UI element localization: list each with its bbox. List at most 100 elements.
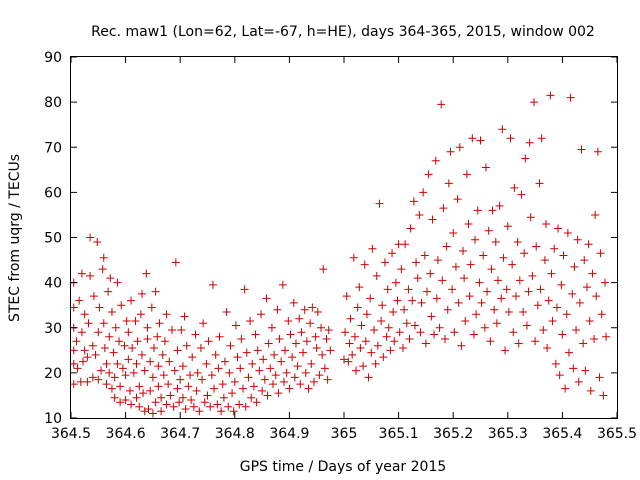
data-point: [104, 287, 113, 296]
data-point: [151, 398, 160, 407]
data-point: [86, 233, 95, 242]
data-point: [572, 326, 581, 335]
data-point: [579, 339, 588, 348]
data-point: [311, 332, 320, 341]
data-point: [497, 294, 506, 303]
data-point: [220, 357, 229, 366]
data-point: [493, 276, 502, 285]
data-point: [577, 145, 586, 154]
data-point: [349, 253, 358, 262]
data-point: [342, 292, 351, 301]
y-tick-label: 90: [44, 50, 62, 66]
data-point: [476, 136, 485, 145]
data-point: [341, 328, 350, 337]
data-point: [304, 384, 313, 393]
data-point: [178, 362, 187, 371]
data-point: [198, 375, 207, 384]
data-point: [267, 323, 276, 332]
data-point: [471, 235, 480, 244]
data-point: [464, 219, 473, 228]
data-point: [105, 368, 114, 377]
data-point: [204, 337, 213, 346]
data-point: [539, 326, 548, 335]
data-point: [597, 310, 606, 319]
data-point: [80, 346, 89, 355]
y-tick-labels: 10 20 30 40 50 60 70 80 90: [44, 50, 62, 427]
data-point: [73, 364, 82, 373]
data-point: [573, 235, 582, 244]
data-point: [139, 389, 148, 398]
data-point: [107, 384, 116, 393]
data-point: [80, 310, 89, 319]
data-point: [469, 330, 478, 339]
data-point: [286, 330, 295, 339]
x-tick-label: 365.3: [488, 426, 528, 442]
data-point: [186, 371, 195, 380]
x-tick-label: 364.8: [215, 426, 255, 442]
data-point: [153, 332, 162, 341]
data-point: [492, 319, 501, 328]
data-point: [191, 330, 200, 339]
data-point: [360, 260, 369, 269]
data-point: [401, 240, 410, 249]
data-point: [320, 364, 329, 373]
data-point: [368, 244, 377, 253]
data-point: [526, 213, 535, 222]
data-point: [146, 357, 155, 366]
data-point: [498, 125, 507, 134]
data-point: [536, 285, 545, 294]
data-point: [346, 314, 355, 323]
data-point: [370, 326, 379, 335]
data-point: [561, 384, 570, 393]
data-point: [113, 278, 122, 287]
data-point: [154, 382, 163, 391]
data-point: [102, 380, 111, 389]
data-point: [446, 147, 455, 156]
data-point: [120, 341, 129, 350]
data-point: [148, 409, 157, 418]
data-point: [151, 287, 160, 296]
data-point: [148, 373, 157, 382]
x-tick-label: 365.2: [433, 426, 473, 442]
data-point: [386, 346, 395, 355]
data-point: [302, 337, 311, 346]
data-point: [490, 305, 499, 314]
data-point: [97, 366, 106, 375]
data-point: [543, 344, 552, 353]
data-point: [110, 373, 119, 382]
data-point: [306, 319, 315, 328]
data-point: [390, 337, 399, 346]
data-point: [473, 206, 482, 215]
data-point: [95, 303, 104, 312]
data-point: [249, 382, 258, 391]
data-point: [366, 294, 375, 303]
data-point: [291, 339, 300, 348]
data-point: [388, 249, 397, 258]
data-point: [255, 366, 264, 375]
data-point: [307, 359, 316, 368]
data-point: [231, 321, 240, 330]
data-point: [236, 364, 245, 373]
data-point: [352, 366, 361, 375]
x-tick-label: 365.1: [379, 426, 419, 442]
data-point: [285, 384, 294, 393]
data-point: [113, 359, 122, 368]
data-point: [520, 249, 529, 258]
data-point: [515, 276, 524, 285]
data-point: [582, 283, 591, 292]
data-point: [273, 305, 282, 314]
data-point: [157, 393, 166, 402]
data-point: [548, 316, 557, 325]
data-point: [210, 384, 219, 393]
data-point: [88, 341, 97, 350]
data-point: [106, 274, 115, 283]
data-point: [427, 312, 436, 321]
data-point: [69, 380, 78, 389]
data-point: [580, 256, 589, 265]
data-point: [116, 398, 125, 407]
data-point: [437, 100, 446, 109]
data-point: [397, 265, 406, 274]
data-point: [378, 301, 387, 310]
data-point: [219, 393, 228, 402]
